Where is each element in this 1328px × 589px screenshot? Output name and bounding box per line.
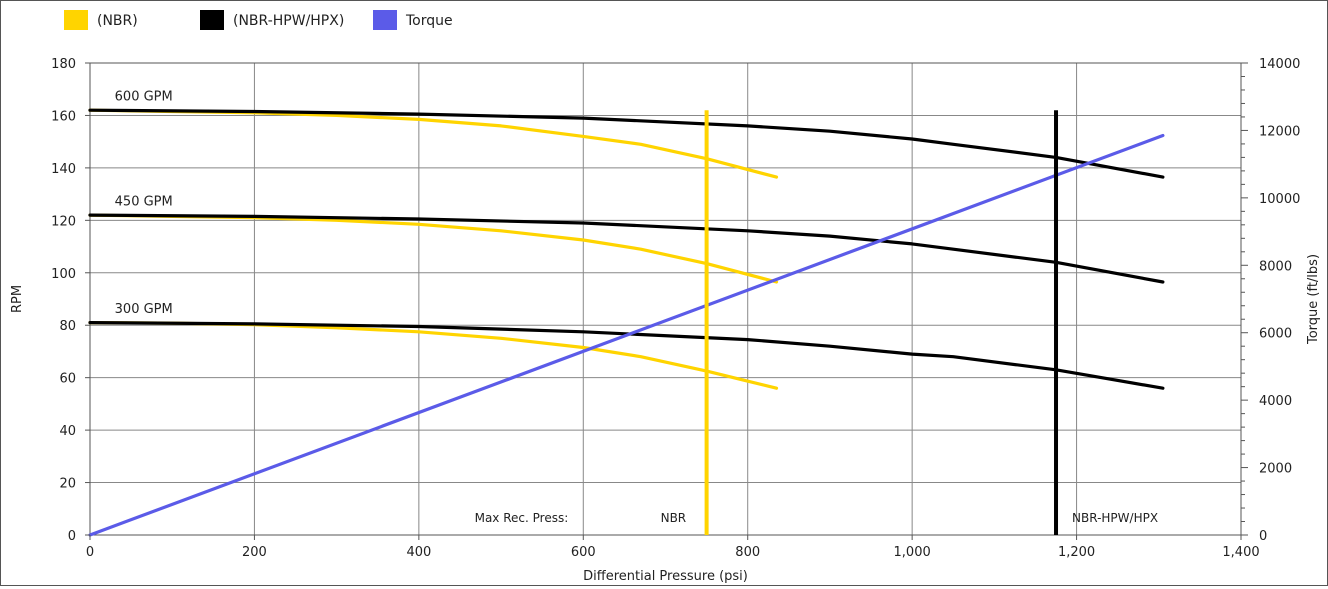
y2-tick-label: 10000 (1259, 192, 1300, 207)
torque-line (88, 133, 1165, 537)
series-layer (88, 108, 1165, 537)
y-tick-label: 120 (51, 214, 76, 229)
y2-tick-label: 6000 (1259, 327, 1292, 342)
legend-label: Torque (405, 13, 453, 29)
y-axis-title: RPM (10, 285, 25, 313)
legend: (NBR) (NBR-HPW/HPX) Torque (64, 10, 453, 30)
flow-label: 600 GPM (115, 90, 173, 105)
x-axis-title: Differential Pressure (psi) (583, 569, 748, 584)
y-tick-label: 140 (51, 162, 76, 177)
y2-tick-label: 8000 (1259, 259, 1292, 274)
x-tick-label: 600 (571, 545, 596, 560)
nbr-hpw-hpx-curve-300-gpm (88, 321, 1165, 390)
y-tick-label: 80 (59, 319, 76, 334)
max-press-nbr-hpw-hpx-label: NBR-HPW/HPX (1072, 511, 1158, 525)
x-tick-label: 800 (735, 545, 760, 560)
y-tick-label: 100 (51, 267, 76, 282)
y2-axis-title: Torque (ft/lbs) (1306, 254, 1321, 345)
x-tick-label: 1,200 (1058, 545, 1095, 560)
x-tick-label: 400 (406, 545, 431, 560)
legend-swatch (64, 10, 88, 30)
y-tick-label: 0 (68, 529, 76, 544)
y2-tick-label: 4000 (1259, 394, 1292, 409)
nbr-hpw-hpx-curve-450-gpm (88, 213, 1165, 284)
x-tick-label: 1,400 (1222, 545, 1259, 560)
nbr-curve-300-gpm (88, 321, 779, 390)
x-tick-label: 0 (86, 545, 94, 560)
y-tick-label: 180 (51, 57, 76, 72)
plot-border (89, 62, 1242, 536)
y-tick-label: 160 (51, 109, 76, 124)
flow-label: 450 GPM (115, 194, 173, 209)
max-rec-press-label: Max Rec. Press: (475, 511, 569, 525)
x-tick-label: 1,000 (894, 545, 931, 560)
y2-tick-label: 2000 (1259, 462, 1292, 477)
max-press-nbr-label: NBR (661, 511, 687, 525)
nbr-hpw-hpx-curve-600-gpm (88, 108, 1165, 179)
nbr-curve-450-gpm (88, 213, 779, 284)
labels-layer: 600 GPM 450 GPM 300 GPM Max Rec. Press: NBR N… (115, 90, 1158, 525)
y2-tick-label: 12000 (1259, 124, 1300, 139)
y-tick-label: 60 (59, 372, 76, 387)
legend-label: (NBR) (97, 13, 138, 29)
y-tick-label: 20 (59, 477, 76, 492)
y2-tick-label: 14000 (1259, 57, 1300, 72)
legend-swatch (373, 10, 397, 30)
plot-frame (89, 62, 1242, 536)
grid (90, 63, 1241, 535)
axes-layer: 0 200 400 600 800 1,000 1,200 1,400020406080100… (10, 57, 1321, 584)
y-tick-label: 40 (59, 424, 76, 439)
x-tick-label: 200 (242, 545, 267, 560)
y2-tick-label: 0 (1259, 529, 1267, 544)
flow-label: 300 GPM (115, 302, 173, 317)
legend-label: (NBR-HPW/HPX) (233, 13, 344, 29)
legend-swatch (200, 10, 224, 30)
nbr-curve-600-gpm (88, 108, 779, 179)
